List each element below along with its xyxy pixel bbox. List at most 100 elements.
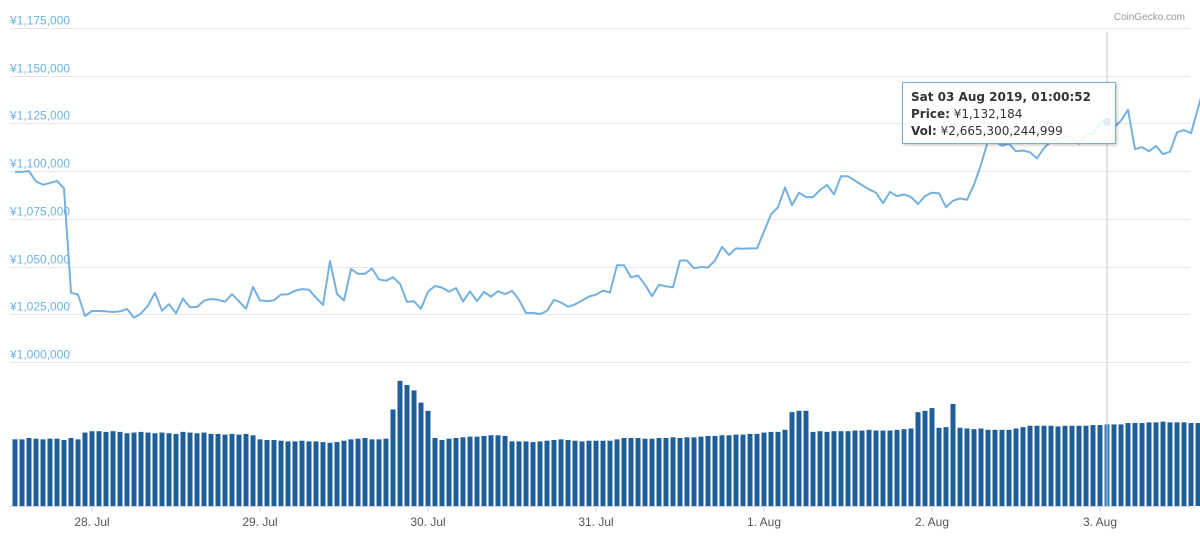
volume-bar (957, 427, 963, 506)
volume-bar (12, 439, 18, 506)
volume-bar (845, 431, 851, 506)
volume-bar (334, 442, 340, 506)
volume-bar (201, 432, 207, 506)
volume-bar (1041, 425, 1047, 506)
volume-bar (166, 433, 172, 506)
volume-bar (75, 439, 81, 506)
volume-bar (194, 433, 200, 506)
volume-bar (285, 441, 291, 506)
volume-bar (1027, 425, 1033, 506)
volume-bar (775, 431, 781, 506)
source-credit[interactable]: CoinGecko.com (1114, 12, 1185, 23)
volume-bar (950, 404, 956, 506)
volume-bar (481, 435, 487, 506)
volume-bar (698, 436, 704, 506)
volume-bar (509, 441, 515, 506)
volume-bar (1188, 423, 1194, 506)
volume-bar (663, 438, 669, 506)
volume-bar (719, 435, 725, 506)
x-tick-label: 29. Jul (242, 515, 277, 529)
volume-bar (593, 440, 599, 506)
volume-bar (523, 441, 529, 506)
volume-bar (551, 440, 557, 506)
volume-bar (558, 439, 564, 506)
volume-bar (929, 408, 935, 506)
volume-bar (691, 437, 697, 506)
volume-bar (880, 430, 886, 506)
volume-bar (173, 433, 179, 506)
volume-bar (740, 434, 746, 506)
volume-bar (530, 442, 536, 506)
x-tick-label: 28. Jul (74, 515, 109, 529)
volume-bar (103, 431, 109, 506)
y-axis-tick-labels: ¥1,000,000 ¥1,025,000 ¥1,050,000 ¥1,075,000… (9, 14, 70, 362)
volume-bar (1174, 422, 1180, 506)
volume-bar (1118, 424, 1124, 506)
volume-bar (1181, 422, 1187, 506)
volume-bar (677, 438, 683, 506)
volume-bar (894, 429, 900, 506)
volume-bar (747, 433, 753, 506)
volume-bar (712, 435, 718, 506)
volume-bar (866, 429, 872, 506)
volume-bar (383, 438, 389, 506)
volume-bar (516, 441, 522, 506)
volume-bar (614, 439, 620, 506)
volume-bar (915, 412, 921, 506)
volume-bar (1090, 425, 1096, 506)
volume-bar (859, 430, 865, 506)
volume-bar (257, 439, 263, 506)
volume-bar (572, 440, 578, 506)
volume-bar (54, 438, 60, 506)
volume-bar (215, 433, 221, 506)
volume-bar (705, 435, 711, 506)
volume-bar (222, 434, 228, 506)
volume-bar (768, 431, 774, 506)
volume-bar (824, 431, 830, 506)
volume-bar (600, 440, 606, 506)
volume-bar (19, 439, 25, 506)
volume-bar (488, 435, 494, 506)
volume-bar (537, 441, 543, 506)
volume-bar (131, 432, 137, 506)
volume-bar (61, 440, 67, 506)
volume-bar (887, 430, 893, 506)
volume-bar (649, 438, 655, 506)
volume-bar (320, 442, 326, 506)
volume-bar (831, 431, 837, 506)
volume-bar (236, 434, 242, 506)
volume-bar (355, 438, 361, 506)
volume-bar (180, 431, 186, 506)
volume-bar (656, 438, 662, 506)
x-tick-label: 1. Aug (747, 515, 781, 529)
x-tick-label: 30. Jul (410, 515, 445, 529)
volume-bar (992, 429, 998, 506)
volume-bar (1055, 426, 1061, 506)
volume-bar (1167, 422, 1173, 506)
price-tooltip: Sat 03 Aug 2019, 01:00:52 Price: ¥1,132,… (902, 82, 1116, 144)
x-tick-label: 2. Aug (915, 515, 949, 529)
grid-lines (10, 28, 1190, 363)
volume-bar (250, 435, 256, 506)
volume-bar (964, 428, 970, 506)
volume-bar (1076, 425, 1082, 506)
tooltip-vol-label: Vol: (911, 124, 937, 138)
volume-bar (292, 441, 298, 506)
x-tick-label: 3. Aug (1083, 515, 1117, 529)
volume-bar (635, 438, 641, 506)
y-tick-label: ¥1,100,000 (9, 157, 70, 171)
volume-bar (985, 429, 991, 506)
volume-bar (68, 438, 74, 506)
volume-bar (810, 431, 816, 506)
volume-bar (460, 437, 466, 506)
volume-bar (369, 439, 375, 506)
volume-bar (852, 430, 858, 506)
volume-bar (726, 435, 732, 506)
volume-bar (362, 438, 368, 506)
volume-bar (159, 432, 165, 506)
volume-bar (999, 429, 1005, 506)
volume-bar (89, 431, 95, 506)
volume-bar (796, 410, 802, 506)
volume-bar (621, 438, 627, 506)
y-tick-label: ¥1,050,000 (9, 253, 70, 267)
